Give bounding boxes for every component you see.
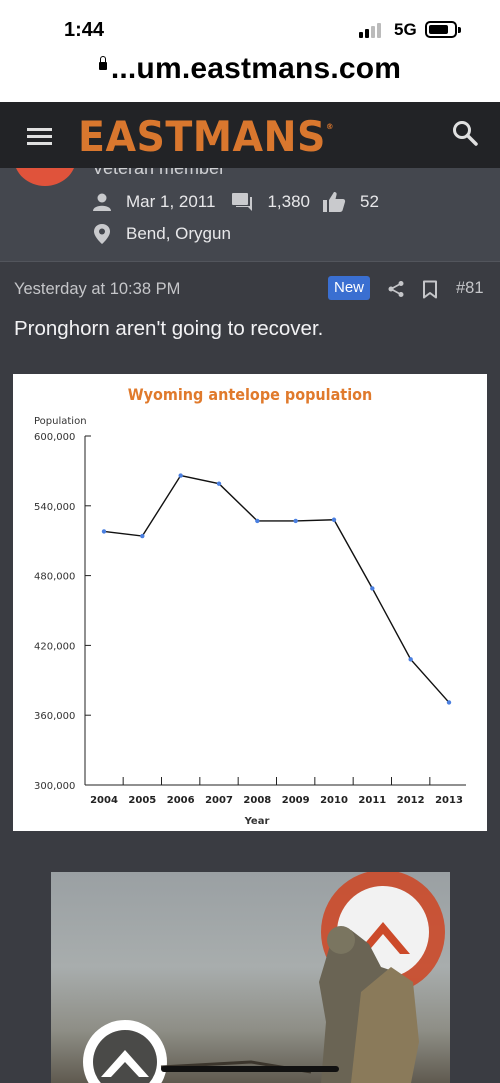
y-tick-label: 480,000 [34,572,75,583]
site-logo[interactable]: EASTMANS® [78,112,334,161]
url-text: ...um.eastmans.com [110,52,402,85]
post-number[interactable]: #81 [456,279,484,297]
ad-banner[interactable] [51,872,450,1083]
y-axis-label: Population [34,416,87,427]
data-point [293,518,298,524]
y-tick-label: 420,000 [34,641,75,652]
ad-artwork [83,872,445,1083]
avatar[interactable] [14,168,76,186]
x-tick-label: 2013 [435,795,463,806]
x-axis-label: Year [244,816,270,827]
series-line [103,474,450,703]
joined-date: Mar 1, 2011 [126,192,216,211]
x-tick-label: 2010 [320,795,348,806]
bookmark-icon[interactable] [422,280,438,299]
new-badge: New [328,276,370,300]
reaction-count: 52 [360,192,379,211]
site-header: EASTMANS® [0,102,500,168]
data-point [216,481,222,486]
url-bar[interactable]: ...um.eastmans.com [0,52,500,86]
chart-title: Wyoming antelope population [128,385,373,404]
network-label: 5G [394,20,417,39]
x-tick-label: 2005 [128,795,156,806]
data-point [408,657,413,662]
x-tick-label: 2008 [243,795,271,806]
x-tick-label: 2009 [282,795,310,806]
data-point [255,518,260,524]
search-icon[interactable] [452,120,478,146]
user-icon [93,193,111,211]
lock-icon [98,56,107,71]
menu-icon[interactable] [27,128,52,146]
x-tick-label: 2004 [90,795,118,806]
population-chart: Wyoming antelope population Population Y… [34,385,466,827]
x-tick-label: 2007 [205,795,233,806]
home-indicator[interactable] [161,1066,339,1072]
share-icon[interactable] [387,280,405,298]
location-text: Bend, Orygun [126,224,231,243]
status-time: 1:44 [64,19,105,41]
x-tick-label: 2011 [358,795,386,806]
data-point [331,517,337,522]
y-tick-label: 600,000 [34,432,75,443]
member-card: Veteran member Mar 1, 2011 1,380 52 Bend… [0,168,500,262]
x-tick-label: 2006 [167,795,195,806]
messages-icon [232,193,253,211]
y-tick-label: 300,000 [34,781,75,792]
post-timestamp[interactable]: Yesterday at 10:38 PM [14,280,181,298]
member-title: Veteran member [92,168,226,178]
x-tick-label: 2012 [397,795,425,806]
location-pin-icon [94,224,110,244]
message-count: 1,380 [267,192,311,211]
data-point [140,533,145,539]
member-location: Bend, Orygun [92,222,231,246]
post-body: Pronghorn aren't going to recover. [14,317,324,340]
status-bar: 1:44 5G ...um.eastmans.com [0,0,500,102]
data-point [101,529,107,534]
member-stats: Mar 1, 2011 1,380 52 [92,190,379,214]
y-tick-label: 540,000 [34,502,75,513]
thumbs-up-icon [323,192,346,212]
signal-icon [359,22,385,38]
battery-icon [425,21,461,38]
y-tick-label: 360,000 [34,711,75,722]
data-point [178,473,183,478]
data-point [370,586,375,591]
data-point [446,700,452,705]
chart-image[interactable]: Wyoming antelope population Population Y… [13,374,487,831]
